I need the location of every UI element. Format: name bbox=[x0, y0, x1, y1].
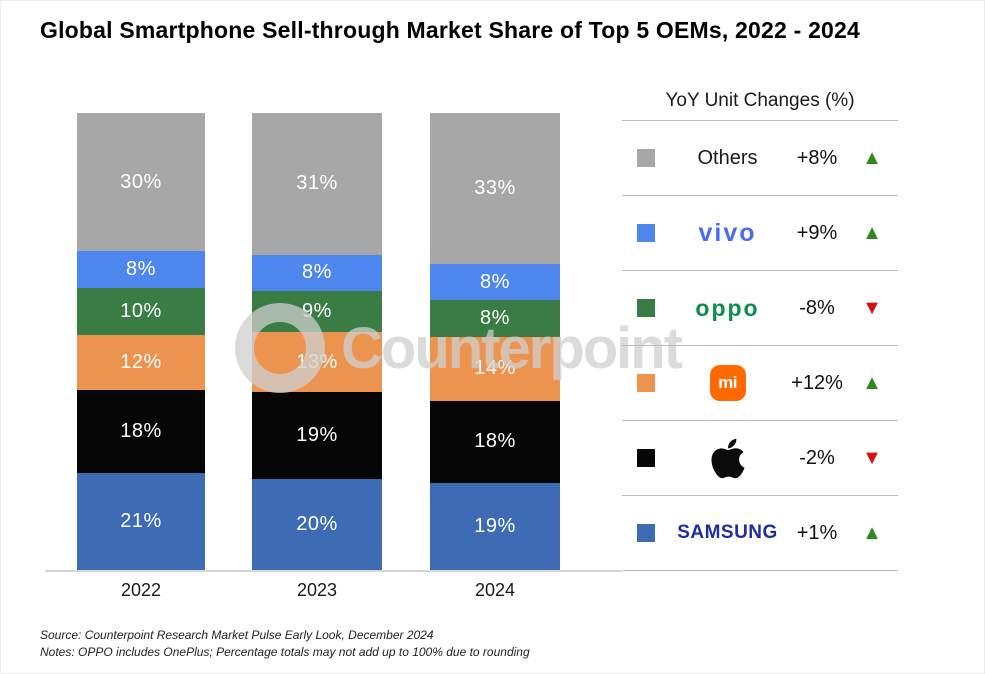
x-axis-line bbox=[45, 570, 622, 572]
bar-segment-vivo: 8% bbox=[430, 263, 560, 301]
legend-row-xiaomi: mi +12% ▲ bbox=[622, 346, 898, 421]
bar-segment-apple: 19% bbox=[252, 391, 382, 479]
segment-value-label: 12% bbox=[120, 350, 162, 373]
legend-row-apple: -2% ▼ bbox=[622, 421, 898, 496]
source-line: Source: Counterpoint Research Market Pul… bbox=[40, 628, 434, 642]
footer-notes: Source: Counterpoint Research Market Pul… bbox=[40, 627, 530, 660]
segment-value-label: 9% bbox=[302, 300, 332, 323]
bar-segment-oppo: 10% bbox=[77, 288, 205, 335]
notes-line: Notes: OPPO includes OnePlus; Percentage… bbox=[40, 644, 530, 659]
segment-value-label: 13% bbox=[296, 350, 338, 373]
segment-value-label: 14% bbox=[474, 357, 516, 380]
segment-value-label: 33% bbox=[474, 176, 516, 199]
segment-value-label: 10% bbox=[120, 299, 162, 322]
segment-value-label: 20% bbox=[296, 512, 338, 535]
bar-segment-oppo: 9% bbox=[252, 291, 382, 333]
bar-segment-samsung: 19% bbox=[430, 483, 560, 570]
oppo-change-value: -8% bbox=[799, 296, 835, 319]
samsung-change-value: +1% bbox=[796, 521, 838, 544]
x-axis-label: 2022 bbox=[120, 580, 162, 600]
xiaomi-logo: mi bbox=[709, 365, 746, 401]
vivo-swatch-icon bbox=[637, 224, 655, 242]
legend-panel: YoY Unit Changes (%) Others +8% ▲ vivo +… bbox=[622, 82, 898, 571]
segment-value-label: 18% bbox=[120, 419, 162, 442]
stacked-bar-2022: 30% 8% 10% 12% 18% 21% bbox=[77, 113, 205, 570]
bar-segment-xiaomi: 14% bbox=[430, 336, 560, 401]
brand-cell: oppo bbox=[671, 295, 784, 322]
x-axis-label: 2024 bbox=[474, 580, 516, 600]
legend-title: YoY Unit Changes (%) bbox=[622, 82, 898, 121]
legend-row-samsung: SAMSUNG +1% ▲ bbox=[622, 496, 898, 571]
vivo-logo: vivo bbox=[698, 218, 757, 247]
down-triangle-icon: ▼ bbox=[862, 446, 882, 469]
down-triangle-icon: ▼ bbox=[862, 296, 882, 319]
up-triangle-icon: ▲ bbox=[862, 221, 882, 244]
vivo-change-value: +9% bbox=[796, 221, 838, 244]
legend-row-oppo: oppo -8% ▼ bbox=[622, 271, 898, 346]
stacked-bar-2023: 31% 8% 9% 13% 19% 20% bbox=[252, 113, 382, 570]
bar-segment-others: 30% bbox=[77, 113, 205, 252]
bar-segment-samsung: 20% bbox=[252, 478, 382, 570]
up-triangle-icon: ▲ bbox=[862, 146, 882, 169]
xiaomi-change-value: +12% bbox=[791, 371, 843, 394]
xiaomi-mi-glyph: mi bbox=[718, 373, 737, 392]
segment-value-label: 18% bbox=[474, 430, 516, 453]
apple-swatch-icon bbox=[637, 449, 655, 467]
segment-value-label: 19% bbox=[474, 515, 516, 538]
segment-value-label: 8% bbox=[126, 258, 156, 281]
segment-value-label: 30% bbox=[120, 170, 162, 193]
bar-segment-vivo: 8% bbox=[252, 254, 382, 292]
segment-value-label: 8% bbox=[302, 261, 332, 284]
brand-cell: vivo bbox=[671, 219, 784, 248]
up-triangle-icon: ▲ bbox=[862, 521, 882, 544]
bar-segment-apple: 18% bbox=[430, 400, 560, 484]
up-triangle-icon: ▲ bbox=[862, 371, 882, 394]
bar-segment-others: 33% bbox=[430, 113, 560, 264]
apple-change-value: -2% bbox=[799, 446, 835, 469]
bar-segment-xiaomi: 13% bbox=[252, 332, 382, 392]
bar-segment-oppo: 8% bbox=[430, 300, 560, 337]
others-swatch-icon bbox=[637, 149, 655, 167]
others-change-value: +8% bbox=[796, 146, 838, 169]
segment-value-label: 21% bbox=[120, 510, 162, 532]
x-axis-label: 2023 bbox=[296, 580, 338, 600]
stacked-bar-2024: 33% 8% 8% 14% 18% 19% bbox=[430, 113, 560, 570]
samsung-logo: SAMSUNG bbox=[677, 522, 778, 543]
segment-value-label: 8% bbox=[480, 270, 510, 293]
bar-segment-vivo: 8% bbox=[77, 251, 205, 289]
page-title: Global Smartphone Sell-through Market Sh… bbox=[40, 17, 861, 43]
others-label: Others bbox=[697, 146, 758, 169]
segment-value-label: 8% bbox=[480, 307, 510, 330]
segment-value-label: 19% bbox=[296, 423, 338, 446]
brand-cell: mi bbox=[671, 365, 784, 401]
legend-row-vivo: vivo +9% ▲ bbox=[622, 196, 898, 271]
oppo-swatch-icon bbox=[637, 299, 655, 317]
segment-value-label: 31% bbox=[296, 172, 338, 195]
brand-cell: SAMSUNG bbox=[671, 522, 784, 544]
bar-segment-others: 31% bbox=[252, 113, 382, 255]
bar-segment-apple: 18% bbox=[77, 389, 205, 474]
samsung-swatch-icon bbox=[637, 524, 655, 542]
oppo-logo: oppo bbox=[695, 294, 760, 321]
xiaomi-swatch-icon bbox=[637, 374, 655, 392]
bar-segment-samsung: 21% bbox=[77, 473, 205, 570]
bar-segment-xiaomi: 12% bbox=[77, 334, 205, 390]
brand-cell bbox=[671, 436, 784, 481]
brand-cell: Others bbox=[671, 147, 784, 170]
apple-logo bbox=[710, 438, 745, 478]
legend-row-others: Others +8% ▲ bbox=[622, 121, 898, 196]
